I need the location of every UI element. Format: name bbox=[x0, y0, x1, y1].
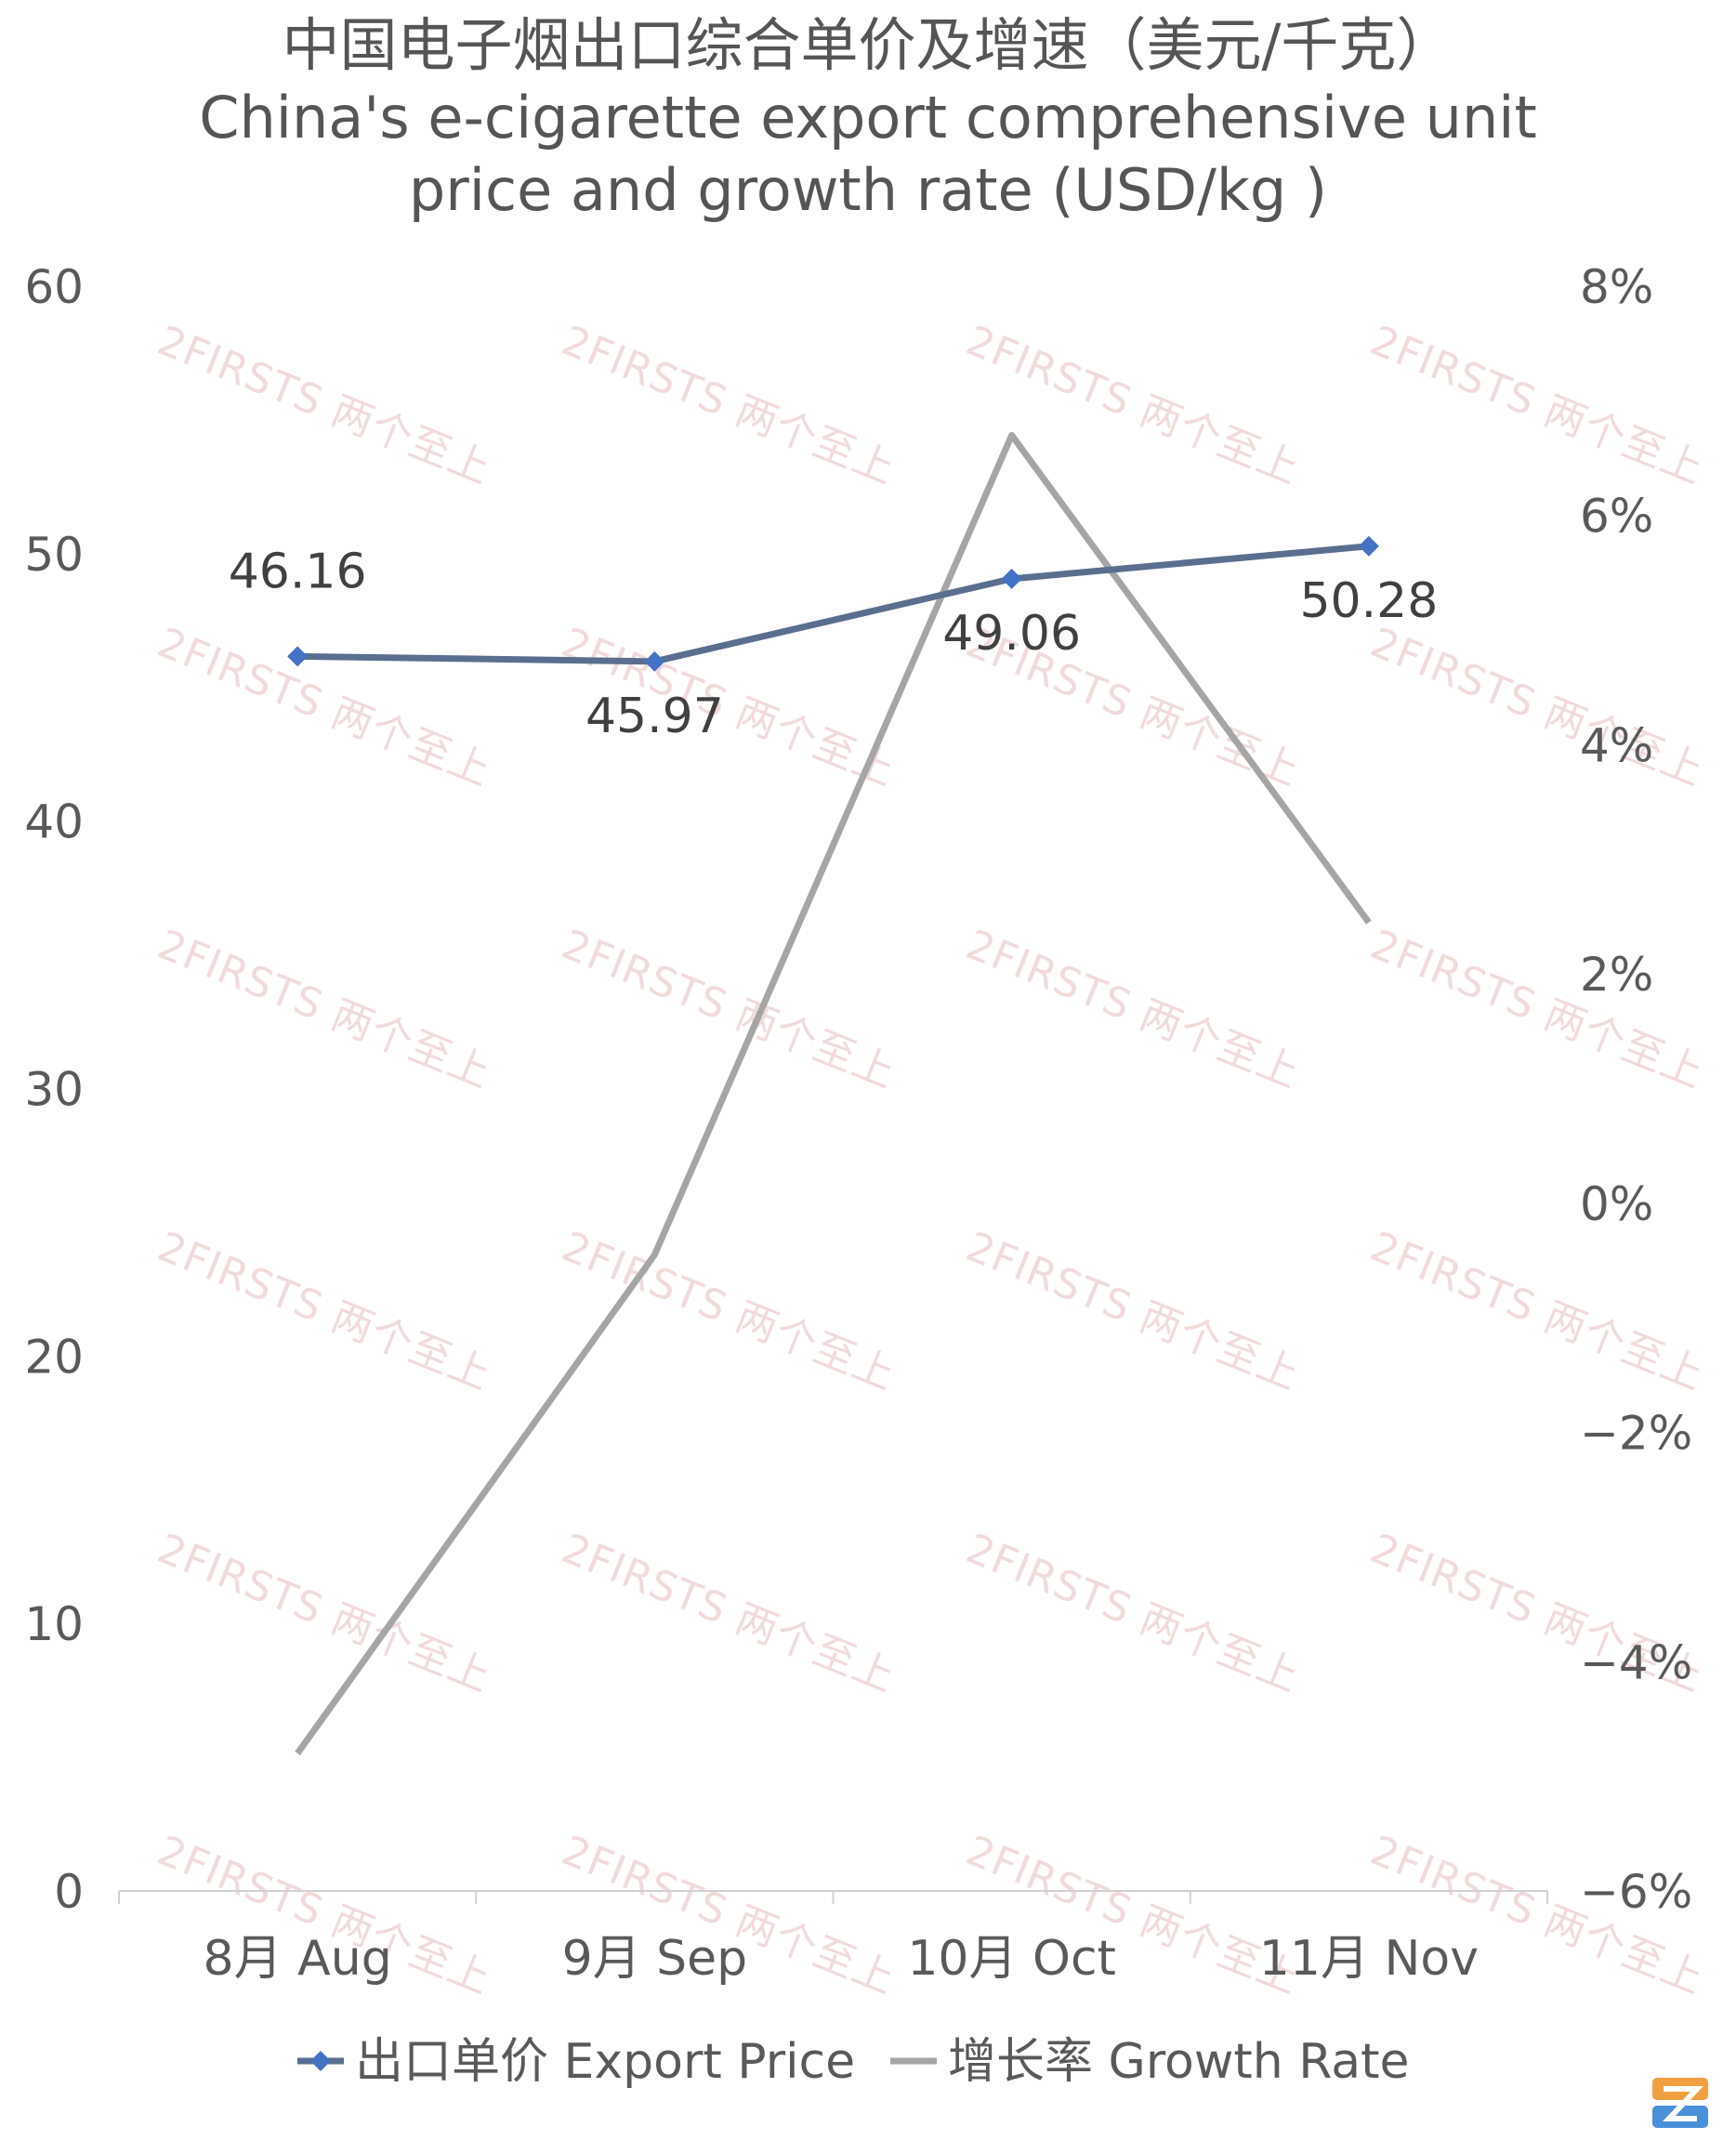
y-axis-left-tick-label: 40 bbox=[24, 795, 84, 849]
export-price-data-label: 50.28 bbox=[1299, 573, 1438, 629]
title-english-line-2: price and growth rate (USD/kg ) bbox=[408, 156, 1328, 224]
y-axis-right-tick-label: 6% bbox=[1580, 490, 1653, 544]
y-axis-right-tick-label: 0% bbox=[1580, 1177, 1653, 1231]
legend-export-price-marker bbox=[310, 2051, 331, 2071]
brand-logo-icon bbox=[1652, 2078, 1708, 2128]
growth-rate-line bbox=[295, 431, 1372, 1756]
title-chinese: 中国电子烟出口综合单价及增速（美元/千克） bbox=[282, 11, 1454, 79]
legend-growth-rate-label: 增长率 Growth Rate bbox=[948, 2034, 1410, 2090]
export-price-point bbox=[1358, 535, 1379, 557]
y-axis-right-tick-label: −4% bbox=[1580, 1635, 1692, 1689]
y-axis-left-tick-label: 50 bbox=[24, 528, 84, 582]
y-axis-left-tick-label: 10 bbox=[24, 1597, 84, 1651]
export-price-data-label: 45.97 bbox=[585, 689, 724, 744]
y-axis-left-tick-label: 30 bbox=[24, 1063, 84, 1117]
legend-export-price-label: 出口单价 Export Price bbox=[355, 2034, 855, 2090]
export-price-point bbox=[644, 650, 665, 672]
title-english-line-1: China's e-cigarette export comprehensive… bbox=[199, 84, 1537, 151]
y-axis-right-tick-label: 4% bbox=[1580, 718, 1653, 772]
export-price-data-label: 49.06 bbox=[942, 606, 1081, 662]
export-price-point bbox=[287, 646, 309, 667]
y-axis-right-tick-label: −6% bbox=[1580, 1865, 1692, 1919]
export-price-point bbox=[1001, 568, 1022, 589]
x-axis-category-label: 9月 Sep bbox=[562, 1931, 748, 1987]
x-axis-category-label: 10月 Oct bbox=[907, 1931, 1116, 1987]
y-axis-left-tick-label: 0 bbox=[54, 1865, 84, 1919]
y-axis-left-tick-label: 20 bbox=[24, 1330, 84, 1384]
chart-title: 中国电子烟出口综合单价及增速（美元/千克） China's e-cigarett… bbox=[0, 9, 1736, 227]
export-price-data-label: 46.16 bbox=[229, 544, 367, 599]
y-axis-right-tick-label: 8% bbox=[1580, 260, 1653, 314]
x-axis-category-label: 8月 Aug bbox=[204, 1931, 392, 1987]
y-axis-right-tick-label: 2% bbox=[1580, 948, 1653, 1002]
y-axis-left-tick-label: 60 bbox=[24, 260, 84, 314]
x-axis-category-label: 11月 Nov bbox=[1259, 1931, 1479, 1987]
export-price-line bbox=[297, 543, 1370, 665]
y-axis-right-tick-label: −2% bbox=[1580, 1407, 1692, 1461]
